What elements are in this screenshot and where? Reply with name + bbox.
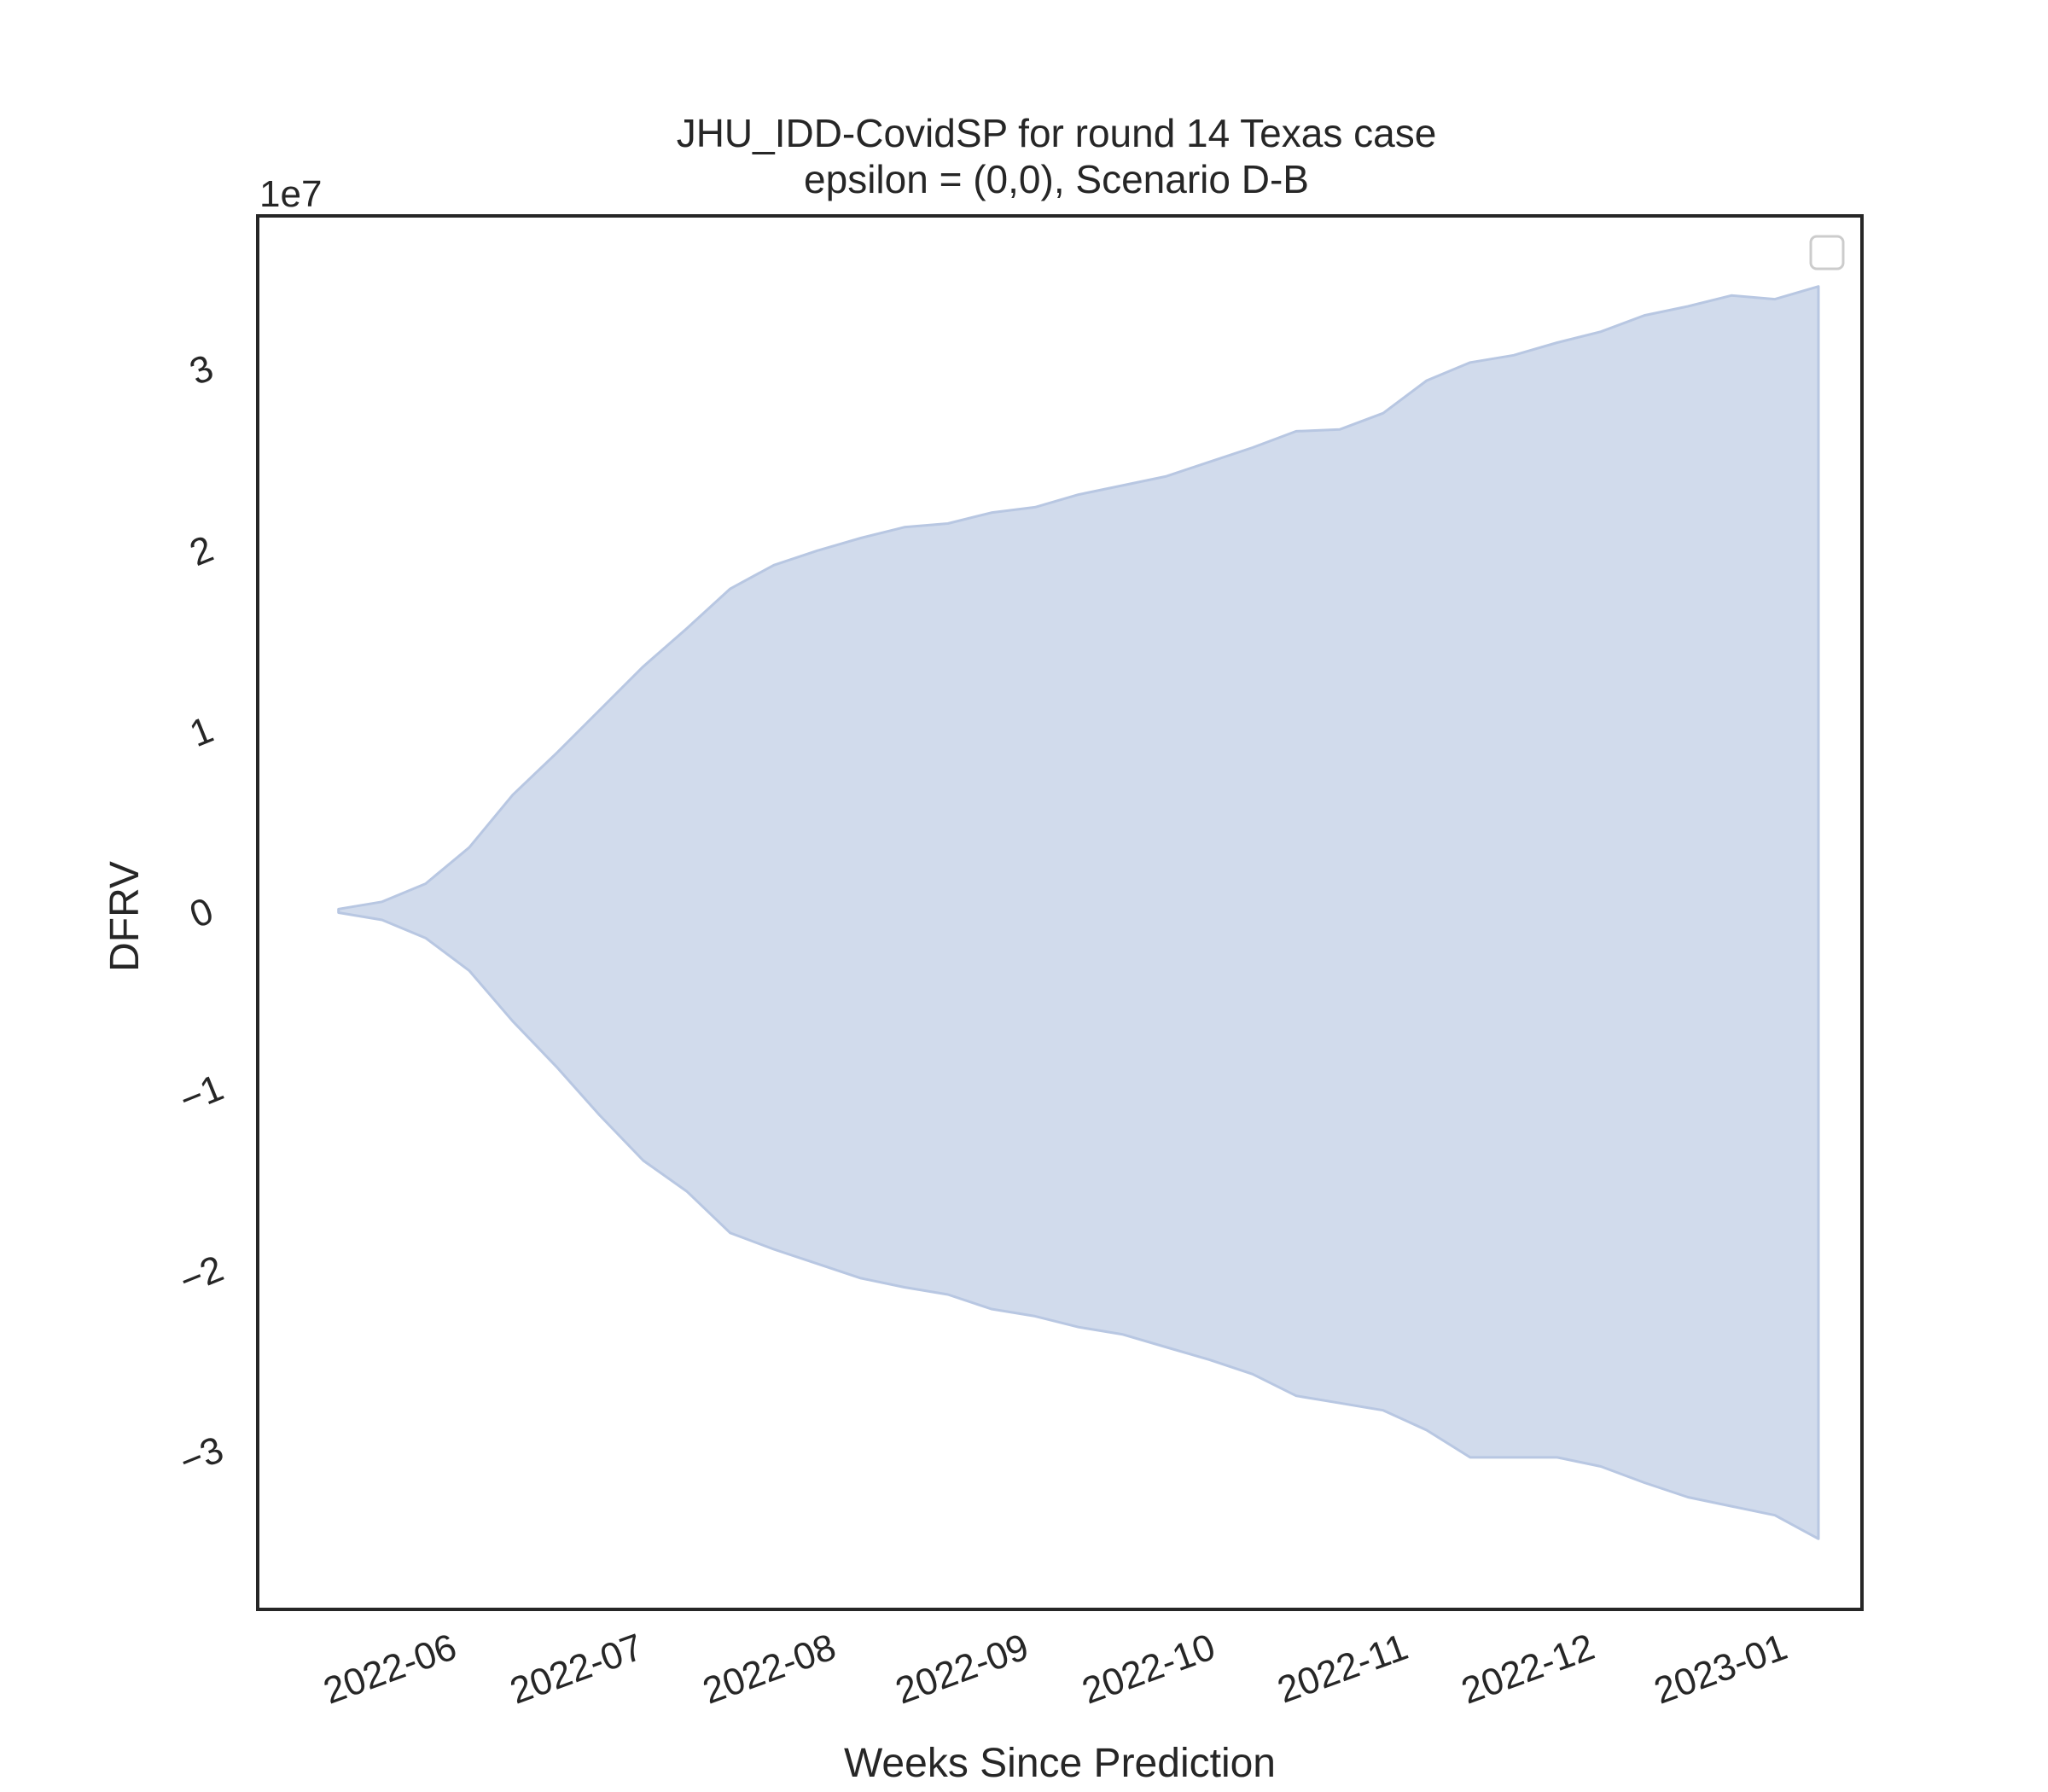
- x-tick-label: 2023-01: [1649, 1626, 1793, 1712]
- uncertainty-band-0: [337, 285, 1820, 1540]
- uncertainty-band-layer: [337, 285, 1820, 1540]
- y-tick-label: 1: [184, 709, 219, 756]
- y-tick-label: 2: [184, 528, 219, 575]
- x-axis-label: Weeks Since Prediction: [844, 1741, 1276, 1786]
- x-tick-label: 2022-07: [504, 1626, 649, 1712]
- x-tick-labels: 2022-06 2022-07 2022-08 2022-09 2022-10 2022-…: [318, 1626, 1793, 1712]
- y-tick-label: −2: [174, 1248, 230, 1302]
- x-tick-label: 2022-11: [1272, 1626, 1413, 1711]
- x-tick-label: 2022-12: [1456, 1626, 1600, 1712]
- x-tick-label: 2022-09: [890, 1626, 1034, 1712]
- y-offset-label: 1e7: [259, 173, 322, 215]
- chart-title: JHU_IDD-CovidSP for round 14 Texas case: [677, 111, 1437, 155]
- y-tick-labels: −3 −2 −1 0 1 2 3: [174, 346, 230, 1483]
- y-tick-label: −3: [174, 1428, 230, 1483]
- chart-subtitle: epsilon = (0,0), Scenario D-B: [804, 157, 1309, 201]
- y-axis-label: DFRV: [102, 861, 148, 972]
- plot-area-frame: [256, 214, 1864, 1611]
- x-tick-label: 2022-06: [318, 1626, 463, 1712]
- y-tick-label: −1: [174, 1067, 230, 1121]
- x-tick-label: 2022-08: [697, 1626, 841, 1712]
- y-tick-label: 0: [184, 890, 219, 937]
- x-tick-label: 2022-10: [1077, 1626, 1221, 1712]
- y-tick-label: 3: [184, 346, 219, 393]
- legend-box: [1809, 235, 1845, 271]
